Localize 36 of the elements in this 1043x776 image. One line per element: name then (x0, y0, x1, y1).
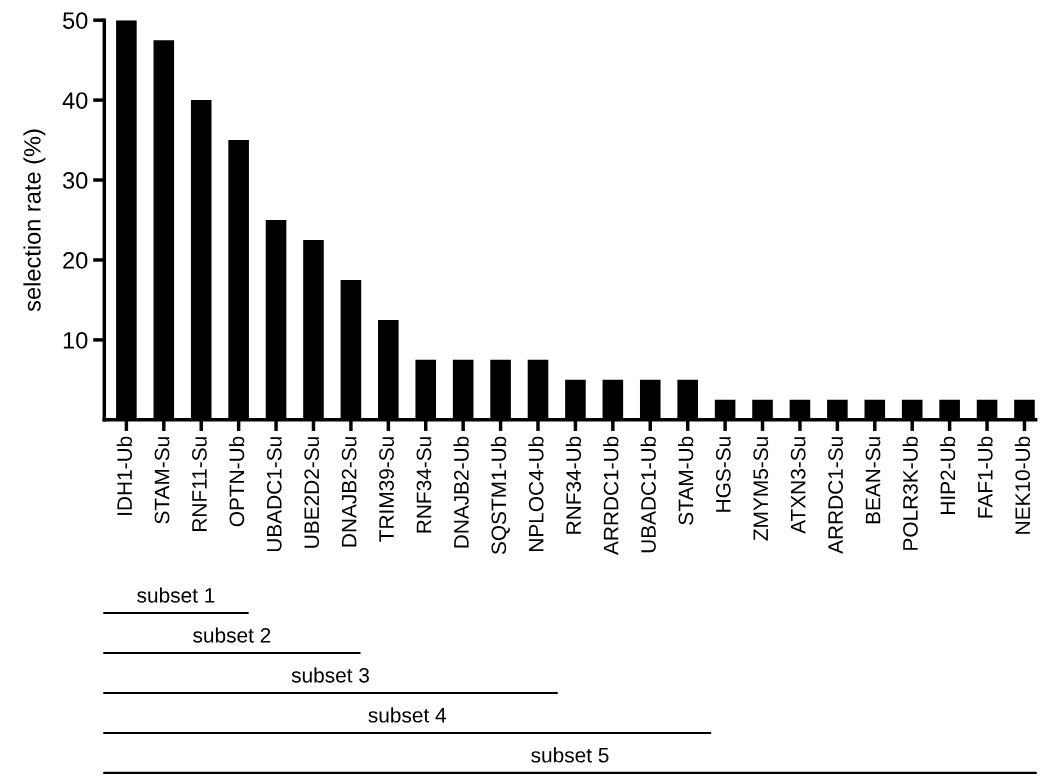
x-tick-label: SQSTM1-Ub (490, 436, 510, 555)
y-tick-label: 10 (63, 331, 88, 349)
text: subset 3 (291, 667, 369, 683)
x-tick-label: NPLOC4-Ub (528, 436, 544, 552)
x-tick-label: HGS-Su (715, 437, 731, 512)
x-tick-label: STAM-Su (154, 437, 170, 524)
x-tick-label: RNF34-Ub (565, 436, 582, 534)
y-tick-label: 20 (63, 252, 88, 269)
text: subset 1 (137, 587, 215, 603)
text: subset 4 (368, 707, 446, 723)
y-tick-label: 30 (62, 172, 88, 189)
text: subset 5 (531, 747, 609, 763)
x-tick-label: RNF11-Su (192, 437, 207, 531)
x-tick-label: RNF34-Su (416, 437, 432, 533)
x-tick-label: FAF1-Ub (977, 436, 993, 518)
x-tick-label: STAM-Ub (677, 436, 694, 525)
x-tick-label: DNAJB2-Su (341, 437, 357, 547)
x-tick-label: BEAN-Su (865, 437, 881, 524)
x-tick-label: OPTN-Ub (228, 436, 245, 527)
x-tick-label: ARRDC1-Ub (603, 436, 619, 555)
x-tick-label: ZMYM5-Su (753, 437, 769, 541)
x-tick-label: TRIM39-Su (379, 437, 394, 542)
x-tick-label: UBADC1-Ub (640, 436, 656, 553)
y-tick-label: 50 (63, 12, 88, 29)
x-tick-label: ATXN3-Su (790, 437, 806, 534)
x-tick-label: UBE2D2-Su (304, 437, 320, 548)
text: subset 2 (193, 627, 271, 643)
x-tick-label: ARRDC1-Su (828, 437, 843, 554)
x-tick-label: UBADC1-Su (266, 437, 282, 552)
x-tick-label: IDH1-Ub (116, 436, 132, 515)
y-tick-label: 40 (62, 92, 88, 109)
x-tick-label: POLR3K-Ub (902, 436, 918, 550)
x-tick-label: HIP2-Ub (939, 436, 956, 514)
x-tick-label: NEK10-Ub (1014, 436, 1031, 534)
y-axis-title: selection rate (%) (23, 129, 46, 312)
x-tick-label: DNAJB2-Ub (453, 436, 469, 548)
